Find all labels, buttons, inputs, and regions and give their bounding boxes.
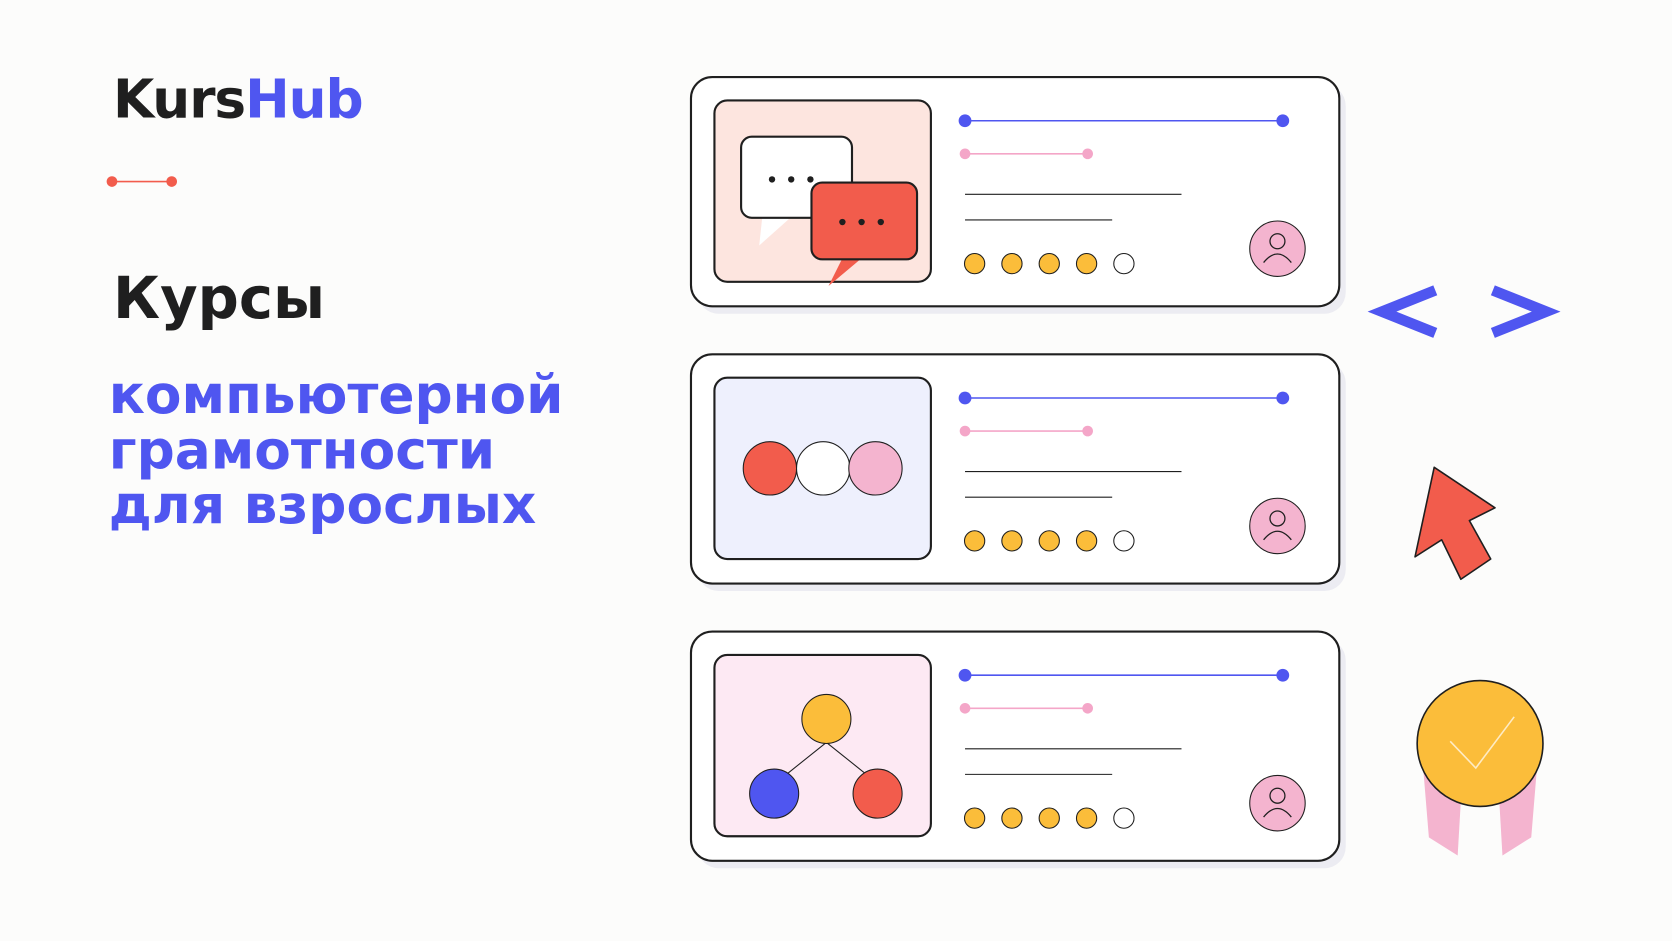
rule-dot — [106, 176, 118, 187]
bubble-tail — [828, 258, 862, 287]
line-dot — [959, 425, 971, 437]
line-dot — [958, 391, 972, 405]
shape-circle — [848, 441, 903, 496]
code-bracket — [1490, 285, 1561, 338]
rating-dot — [1001, 252, 1023, 275]
avatar-body — [1263, 530, 1292, 541]
line-dot — [1082, 148, 1093, 160]
logo: KursHub — [113, 69, 363, 131]
subheading-line: грамотности — [109, 419, 495, 481]
shape-circle — [742, 441, 798, 496]
tree-edge — [826, 741, 870, 777]
medal-check — [1449, 716, 1515, 770]
rating-dot — [1075, 807, 1098, 829]
rating-dot — [1075, 252, 1098, 275]
rule-dot — [166, 176, 178, 187]
cursor-icon — [1414, 466, 1496, 581]
bubble-tail — [759, 215, 790, 246]
tree-node — [801, 693, 852, 745]
rating-dot — [1038, 807, 1060, 829]
rating-dot — [1075, 530, 1098, 552]
line-dot — [1276, 668, 1290, 682]
rating-dot — [1113, 530, 1135, 552]
bubble-dot — [839, 218, 846, 226]
avatar-body — [1263, 253, 1292, 263]
code-bracket — [1367, 285, 1438, 338]
bubble-dot — [858, 218, 865, 226]
logo-part2: Hub — [245, 69, 363, 131]
line-dot — [958, 114, 972, 128]
tree-edge — [783, 741, 827, 777]
rating-dot — [1038, 252, 1060, 275]
bubble-dot — [788, 176, 795, 183]
shape-circle — [796, 441, 851, 496]
logo-part1: Kurs — [113, 69, 245, 131]
bubble-dot — [807, 176, 814, 183]
avatar-head — [1269, 787, 1286, 804]
line-dot — [958, 668, 972, 682]
bubble-dot — [877, 218, 884, 226]
line-dot — [1082, 425, 1093, 437]
rating-dot — [963, 252, 986, 275]
subheading-line: для взрослых — [109, 474, 537, 536]
rating-dot — [963, 807, 986, 829]
subheading-line: компьютерной — [109, 364, 564, 426]
cards — [689, 75, 1346, 869]
line-dot — [1082, 702, 1093, 714]
avatar-head — [1269, 233, 1286, 250]
rating-dot — [963, 530, 986, 552]
heading: Курсы — [113, 265, 325, 332]
bubble-dot — [768, 176, 776, 183]
rating-dot — [1113, 252, 1135, 275]
avatar-body — [1263, 807, 1292, 818]
rating-dot — [1001, 807, 1023, 829]
line-dot — [959, 148, 971, 160]
rating-dot — [1038, 530, 1060, 552]
medal — [1416, 679, 1544, 808]
rating-dot — [1113, 807, 1135, 829]
line-dot — [1276, 114, 1290, 128]
tree-node — [852, 768, 903, 819]
line-dot — [959, 702, 971, 714]
line-dot — [1276, 391, 1290, 405]
tree-node — [749, 768, 800, 819]
avatar-head — [1269, 510, 1286, 527]
rating-dot — [1001, 530, 1023, 552]
